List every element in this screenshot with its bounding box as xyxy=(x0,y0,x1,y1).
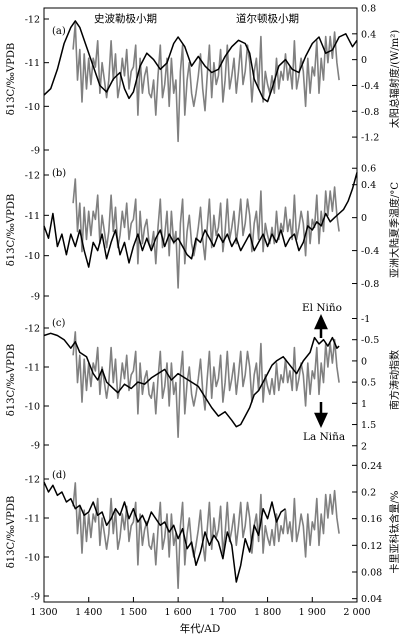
right-tick-label: 0.08 xyxy=(361,568,382,579)
series-layer xyxy=(43,20,358,589)
left-tick-label: -9 xyxy=(31,292,40,303)
arrow-down-icon xyxy=(314,402,328,429)
left-tick-label: -12 xyxy=(25,324,40,335)
annotation-el-nino: El Niño xyxy=(302,302,342,314)
left-tick-label: -11 xyxy=(25,514,40,525)
left-tick-label: -10 xyxy=(25,402,40,413)
right-tick-label: -1.2 xyxy=(361,133,379,144)
right-tick-label: 0.4 xyxy=(361,29,376,40)
left-tick-label: -9 xyxy=(31,441,40,452)
x-tick-label: 2 000 xyxy=(343,607,370,618)
right-tick-label: 0.24 xyxy=(361,461,382,472)
left-tick-label: -10 xyxy=(25,102,40,113)
x-tick-label: 1 800 xyxy=(254,607,281,618)
panel-label: (b) xyxy=(52,168,66,179)
right-tick-label: 1.5 xyxy=(361,420,376,431)
right-axis-title: 太阳总辐射度/(W/m²) xyxy=(388,30,401,128)
right-tick-label: 0.4 xyxy=(361,180,376,191)
right-axis-title: 卡里亚科钛含量/% xyxy=(388,491,401,574)
left-axis-title: δ13C/‰VPDB xyxy=(6,344,17,417)
right-tick-label: -0.8 xyxy=(361,279,379,290)
left-axis-title: δ13C/‰VPDB xyxy=(6,43,17,116)
right-axis-title: 亚洲大陆夏季温度/°C xyxy=(388,182,401,278)
x-axis-title: 年代/AD xyxy=(180,622,221,635)
right-axis: 0.8 0.4 0 -0.4 -0.8 -1.2 太阳总辐射度/(W/m²) 0.6 0.4 0 -… xyxy=(352,4,401,605)
left-axis-title: δ13C/‰VPDB xyxy=(6,496,17,569)
right-tick-label: -1 xyxy=(361,314,370,325)
right-axis-title: 南方涛动指数 xyxy=(388,350,401,410)
left-tick-label: -9 xyxy=(31,592,40,603)
left-tick-label: -11 xyxy=(25,363,40,374)
right-tick-label: 0.16 xyxy=(361,514,382,525)
proxy-series-line xyxy=(72,22,340,143)
right-tick-label: 2 xyxy=(361,441,367,452)
left-tick-label: -11 xyxy=(25,211,40,222)
right-tick-label: 0 xyxy=(361,213,367,224)
right-tick-label: 0 xyxy=(361,356,367,367)
right-tick-label: 0.6 xyxy=(361,164,376,175)
x-tick-label: 1 900 xyxy=(299,607,326,618)
left-tick-label: -10 xyxy=(25,251,40,262)
right-tick-label: -0.8 xyxy=(361,107,379,118)
annotation-dalton-minimum: 道尔顿极小期 xyxy=(236,12,299,25)
right-tick-label: 0.5 xyxy=(361,378,376,389)
x-tick-label: 1 300 xyxy=(30,607,57,618)
x-tick-label: 1 700 xyxy=(209,607,236,618)
reference-series-line xyxy=(43,20,358,103)
x-tick-label: 1 500 xyxy=(120,607,147,618)
right-tick-label: -0.4 xyxy=(361,246,379,257)
label-layer: (a) (b) (c) (d) xyxy=(52,26,66,481)
left-tick-label: -12 xyxy=(25,15,40,26)
reference-series-line xyxy=(43,481,286,583)
left-tick-label: -12 xyxy=(25,475,40,486)
x-tick-label: 1 400 xyxy=(75,607,102,618)
left-axis-title: δ13C/‰VPDB xyxy=(6,194,17,267)
plot-frame xyxy=(43,7,358,603)
arrow-up-icon xyxy=(314,313,328,338)
proxy-series-line xyxy=(72,331,340,438)
right-tick-label: 0.8 xyxy=(361,4,376,15)
panel-label: (a) xyxy=(52,26,66,37)
right-tick-label: -0.5 xyxy=(361,335,379,346)
left-axis: -9 -10 -11 -12 δ13C/‰VPDB -9 -10 -11 -12 δ13C/‰VP… xyxy=(6,15,49,603)
annotation-la-nina: La Niña xyxy=(303,431,345,443)
right-tick-label: -0.4 xyxy=(361,81,379,92)
left-tick-label: -12 xyxy=(25,171,40,182)
right-tick-label: 1 xyxy=(361,399,367,410)
left-tick-label: -11 xyxy=(25,58,40,69)
right-tick-label: 0 xyxy=(361,55,367,66)
reference-series-line xyxy=(43,172,358,268)
right-tick-label: 0.12 xyxy=(361,541,382,552)
panel-label: (c) xyxy=(52,318,66,329)
annotation-spoerer-minimum: 史波勒极小期 xyxy=(94,12,157,25)
proxy-series-line xyxy=(72,482,340,589)
panel-label: (d) xyxy=(52,470,66,481)
right-tick-label: 0.04 xyxy=(361,594,382,605)
right-tick-label: 0.2 xyxy=(361,488,376,499)
left-tick-label: -9 xyxy=(31,146,40,157)
reference-series-line xyxy=(43,332,340,428)
x-tick-label: 1 600 xyxy=(165,607,192,618)
bottom-axis: 1 300 1 400 1 500 1 600 1 700 1 800 1 900 2 000 xyxy=(30,597,371,618)
left-tick-label: -10 xyxy=(25,553,40,564)
